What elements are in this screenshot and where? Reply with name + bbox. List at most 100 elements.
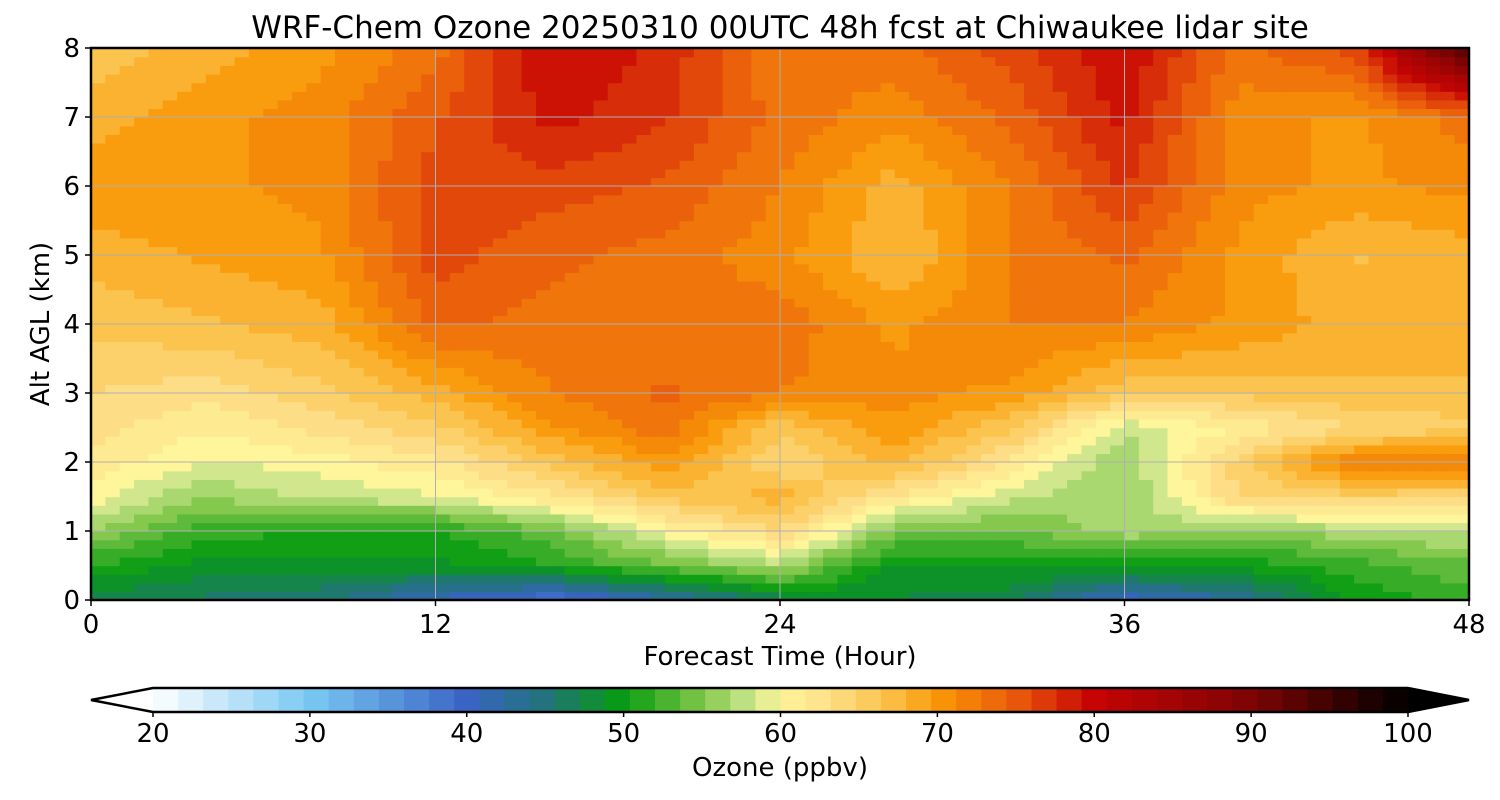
- heatmap-cell: [579, 444, 595, 455]
- heatmap-cell: [1052, 565, 1068, 575]
- heatmap-cell: [378, 418, 394, 429]
- heatmap-cell: [263, 539, 279, 549]
- heatmap-cell: [966, 453, 982, 463]
- heatmap-cell: [650, 531, 666, 541]
- heatmap-cell: [335, 393, 351, 403]
- heatmap-cell: [464, 246, 480, 256]
- heatmap-cell: [1239, 462, 1255, 472]
- heatmap-cell: [535, 375, 552, 386]
- heatmap-cell: [693, 375, 709, 386]
- heatmap-cell: [1411, 186, 1427, 196]
- heatmap-cell: [823, 496, 839, 506]
- heatmap-cell: [837, 513, 853, 524]
- heatmap-cell: [191, 298, 207, 308]
- heatmap-cell: [421, 280, 437, 291]
- heatmap-cell: [1239, 237, 1255, 248]
- heatmap-cell: [177, 375, 193, 386]
- heatmap-cell: [722, 548, 738, 558]
- heatmap-cell: [1354, 582, 1370, 593]
- heatmap-cell: [105, 470, 121, 480]
- heatmap-cell: [736, 548, 752, 558]
- heatmap-cell: [1382, 229, 1398, 239]
- heatmap-cell: [679, 168, 695, 179]
- heatmap-cell: [91, 393, 107, 403]
- heatmap-cell: [866, 160, 882, 170]
- heatmap-cell: [349, 479, 365, 489]
- heatmap-cell: [851, 315, 867, 325]
- heatmap-cell: [248, 505, 264, 515]
- heatmap-cell: [593, 255, 609, 265]
- heatmap-cell: [234, 539, 250, 549]
- heatmap-cell: [1339, 203, 1355, 213]
- heatmap-cell: [679, 513, 695, 524]
- heatmap-cell: [191, 496, 207, 506]
- heatmap-cell: [579, 513, 595, 524]
- heatmap-cell: [1411, 539, 1427, 549]
- heatmap-cell: [952, 280, 968, 291]
- heatmap-cell: [823, 574, 839, 584]
- heatmap-cell: [1095, 496, 1111, 506]
- heatmap-cell: [1354, 280, 1370, 291]
- heatmap-cell: [291, 375, 308, 386]
- heatmap-cell: [421, 246, 437, 256]
- heatmap-cell: [708, 341, 724, 351]
- heatmap-cell: [823, 418, 839, 429]
- heatmap-cell: [1167, 324, 1183, 334]
- heatmap-cell: [220, 393, 236, 403]
- heatmap-cell: [177, 539, 193, 549]
- heatmap-cell: [421, 177, 437, 187]
- heatmap-cell: [966, 384, 982, 394]
- heatmap-cell: [1296, 341, 1312, 351]
- heatmap-cell: [823, 289, 839, 299]
- heatmap-cell: [421, 237, 437, 248]
- heatmap-cell: [894, 479, 910, 489]
- heatmap-cell: [1038, 177, 1054, 187]
- heatmap-cell: [1354, 496, 1370, 506]
- heatmap-cell: [363, 444, 379, 455]
- ozone-heatmap: [91, 48, 1469, 600]
- heatmap-cell: [134, 427, 150, 437]
- heatmap-cell: [708, 444, 724, 455]
- heatmap-cell: [1009, 255, 1025, 265]
- heatmap-cell: [1024, 229, 1040, 239]
- heatmap-cell: [607, 462, 623, 472]
- heatmap-cell: [1067, 513, 1083, 524]
- heatmap-cell: [1311, 246, 1327, 256]
- heatmap-cell: [1239, 522, 1255, 532]
- heatmap-cell: [1224, 522, 1241, 532]
- heatmap-cell: [320, 513, 336, 524]
- heatmap-cell: [593, 280, 609, 291]
- heatmap-cell: [1224, 168, 1241, 179]
- heatmap-cell: [1296, 539, 1312, 549]
- heatmap-cell: [736, 479, 752, 489]
- heatmap-cell: [579, 548, 595, 558]
- heatmap-cell: [91, 315, 107, 325]
- heatmap-cell: [1067, 479, 1083, 489]
- heatmap-cell: [622, 487, 638, 498]
- heatmap-cell: [162, 341, 178, 351]
- heatmap-cell: [1024, 358, 1040, 368]
- heatmap-cell: [636, 211, 652, 222]
- heatmap-cell: [421, 151, 437, 161]
- heatmap-cell: [708, 306, 724, 317]
- heatmap-cell: [263, 367, 279, 377]
- heatmap-cell: [1081, 298, 1097, 308]
- heatmap-cell: [736, 505, 752, 515]
- heatmap-cell: [1339, 367, 1355, 377]
- heatmap-cell: [119, 505, 135, 515]
- heatmap-cell: [851, 582, 867, 593]
- heatmap-cell: [507, 522, 523, 532]
- heatmap-cell: [1110, 358, 1126, 368]
- heatmap-cell: [980, 358, 997, 368]
- heatmap-cell: [636, 470, 652, 480]
- heatmap-cell: [1081, 341, 1097, 351]
- heatmap-cell: [780, 565, 796, 575]
- heatmap-cell: [191, 462, 207, 472]
- heatmap-cell: [1095, 177, 1111, 187]
- heatmap-cell: [780, 324, 796, 334]
- heatmap-cell: [478, 410, 494, 420]
- heatmap-cell: [1425, 151, 1441, 161]
- heatmap-cell: [248, 229, 264, 239]
- heatmap-cell: [1081, 375, 1097, 386]
- heatmap-cell: [550, 384, 566, 394]
